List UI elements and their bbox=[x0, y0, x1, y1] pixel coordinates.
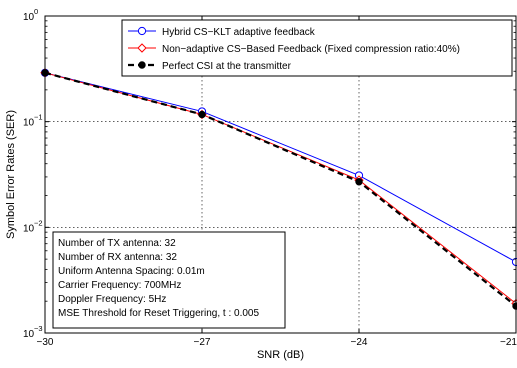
annotation-line: Uniform Antenna Spacing: 0.01m bbox=[58, 266, 205, 277]
y-tick-label-exponent: −3 bbox=[34, 324, 43, 333]
legend-marker bbox=[137, 43, 147, 53]
legend-item: Hybrid CS−KLT adaptive feedback bbox=[128, 26, 316, 38]
legend: Hybrid CS−KLT adaptive feedback Non−adapt… bbox=[121, 19, 513, 77]
y-tick-label: 10−3 bbox=[23, 324, 43, 340]
annotation-box: Number of TX antenna: 32 Number of RX ant… bbox=[52, 231, 286, 329]
x-tick-label: −24 bbox=[351, 337, 368, 348]
y-tick-label-base: 10 bbox=[23, 223, 35, 234]
y-tick-label-exponent: −2 bbox=[34, 218, 43, 227]
x-tick-label: −21 bbox=[500, 337, 517, 348]
y-tick-label: 100 bbox=[23, 7, 38, 23]
legend-marker bbox=[137, 26, 147, 36]
data-point bbox=[198, 110, 206, 119]
x-tick-label: −27 bbox=[194, 337, 211, 348]
annotation-line: Number of RX antenna: 32 bbox=[58, 252, 177, 263]
x-axis-label: SNR (dB) bbox=[257, 349, 304, 361]
legend-marker bbox=[138, 61, 146, 69]
annotation-line: MSE Threshold for Reset Triggering, t : … bbox=[58, 308, 259, 319]
y-tick-label-base: 10 bbox=[23, 329, 35, 340]
y-tick-label: 10−2 bbox=[23, 218, 43, 234]
legend-label: Non−adaptive CS−Based Feedback (Fixed co… bbox=[162, 44, 460, 55]
y-tick-label-base: 10 bbox=[23, 12, 35, 23]
annotation-frame bbox=[52, 231, 286, 329]
legend-label: Hybrid CS−KLT adaptive feedback bbox=[162, 27, 316, 38]
plot-frame bbox=[44, 15, 517, 334]
annotation-line: Doppler Frequency: 5Hz bbox=[58, 294, 166, 305]
legend-label: Perfect CSI at the transmitter bbox=[162, 61, 292, 72]
series-layer bbox=[40, 68, 517, 310]
y-tick-label-base: 10 bbox=[23, 118, 35, 129]
legend-item: Perfect CSI at the transmitter bbox=[128, 61, 292, 72]
data-point bbox=[355, 178, 363, 186]
y-tick-label-exponent: −1 bbox=[34, 113, 43, 122]
legend-box bbox=[121, 19, 513, 77]
x-tick-label: −30 bbox=[37, 337, 54, 348]
y-tick-label: 10−1 bbox=[23, 113, 43, 129]
annotation-line: Number of TX antenna: 32 bbox=[58, 238, 176, 249]
annotation-line: Carrier Frequency: 700MHz bbox=[58, 280, 181, 291]
legend-item: Non−adaptive CS−Based Feedback (Fixed co… bbox=[128, 43, 460, 55]
series-line bbox=[44, 71, 517, 307]
series-line bbox=[44, 72, 517, 263]
y-tick-label-exponent: 0 bbox=[34, 7, 38, 16]
y-axis-label: Symbol Error Rates (SER) bbox=[5, 110, 17, 239]
